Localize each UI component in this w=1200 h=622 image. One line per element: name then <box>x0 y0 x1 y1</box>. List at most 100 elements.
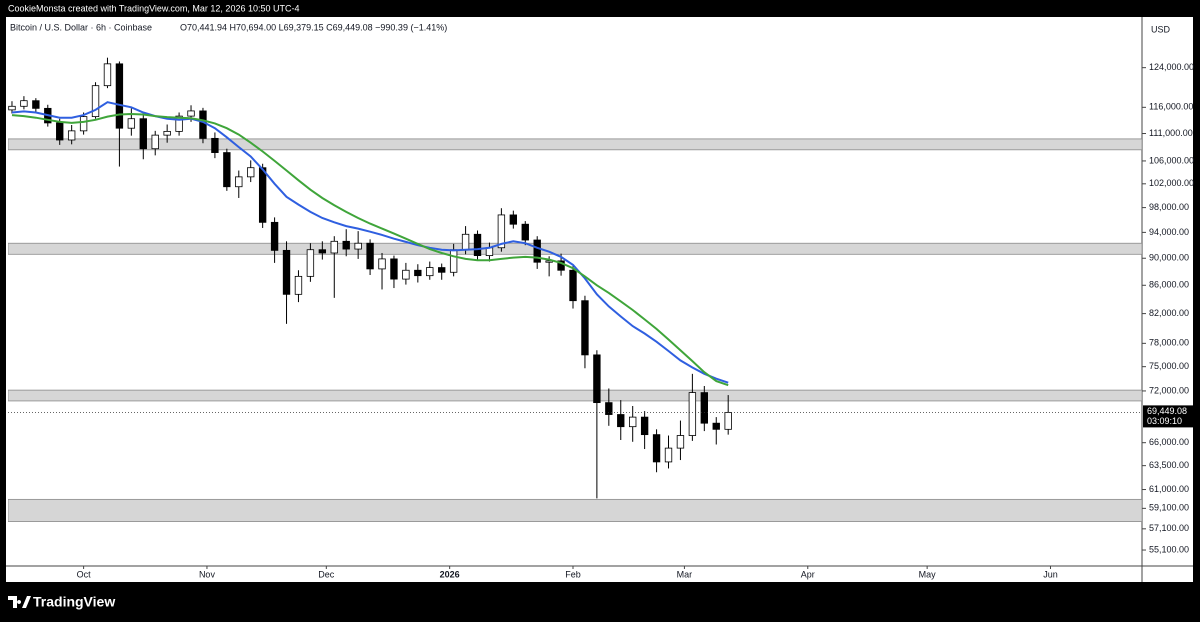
candle-body <box>8 105 16 111</box>
candle-body <box>664 447 673 463</box>
y-tick-label: 57,100.00 <box>1149 523 1189 533</box>
candle-body <box>629 416 637 428</box>
y-tick-label: 116,000.00 <box>1149 102 1193 112</box>
candle-body <box>712 422 720 430</box>
y-tick-label: 106,000.00 <box>1149 155 1194 165</box>
candle-body <box>688 392 697 436</box>
candle-body <box>438 267 446 273</box>
x-tick-label: Apr <box>801 569 815 579</box>
candle-body <box>103 63 112 87</box>
price-label: 69,449.08 <box>1147 406 1187 416</box>
y-tick-label: 102,000.00 <box>1149 178 1194 188</box>
candle-body <box>211 137 219 153</box>
candle-body <box>426 267 434 277</box>
candle-body <box>557 260 565 271</box>
candle-body <box>354 242 362 250</box>
candle-body <box>175 115 183 132</box>
ma-line <box>11 101 729 384</box>
y-tick-label: 63,500.00 <box>1149 460 1189 470</box>
x-tick-label: Mar <box>677 569 693 579</box>
zone <box>8 138 1142 151</box>
candle-body <box>235 176 243 188</box>
candle-body <box>497 214 506 249</box>
y-tick-label: 86,000.00 <box>1149 280 1189 290</box>
candle-body <box>187 110 195 117</box>
candle-body <box>366 242 374 270</box>
y-tick-label: 55,100.00 <box>1149 544 1189 554</box>
candle-body <box>91 85 100 118</box>
candle-body <box>473 233 482 257</box>
ohlc-text: O70,441.94 H70,694.00 L69,379.15 C69,449… <box>180 22 447 32</box>
candle-body <box>676 435 685 449</box>
candle-body <box>318 249 327 254</box>
symbol-title: Bitcoin / U.S. Dollar · 6h · Coinbase <box>10 22 152 32</box>
y-tick-label: 78,000.00 <box>1149 338 1189 348</box>
candle-body <box>67 130 76 141</box>
candle-body <box>521 223 529 241</box>
candle-body <box>163 130 171 136</box>
plot-area <box>8 57 1142 522</box>
y-tick-label: 98,000.00 <box>1149 202 1189 212</box>
x-tick-label: Feb <box>565 569 581 579</box>
candle-body <box>402 269 410 280</box>
y-tick-label: 82,000.00 <box>1149 308 1189 318</box>
candle-body <box>640 416 649 436</box>
candle-body <box>270 221 279 251</box>
candle-body <box>20 100 28 107</box>
x-tick-label: Nov <box>199 569 216 579</box>
candle-body <box>32 100 40 109</box>
candle-body <box>378 258 386 270</box>
y-tick-label: 66,000.00 <box>1149 437 1189 447</box>
candle-body <box>330 240 338 254</box>
candle-body <box>223 152 231 188</box>
candle-body <box>247 167 255 178</box>
candle-body <box>700 392 708 424</box>
y-tick-label: 59,100.00 <box>1149 503 1189 513</box>
candle-body <box>139 118 147 150</box>
x-tick-label: Oct <box>77 569 92 579</box>
logo-mark <box>8 596 31 608</box>
y-tick-label: 124,000.00 <box>1149 62 1194 72</box>
chart-panel <box>6 17 1193 582</box>
y-tick-label: 90,000.00 <box>1149 253 1189 263</box>
x-tick-label: Jun <box>1043 569 1058 579</box>
candle-body <box>593 354 601 404</box>
countdown: 03:09:10 <box>1147 416 1182 426</box>
candle-body <box>294 275 303 295</box>
candle-body <box>605 402 613 415</box>
x-tick-label: 2026 <box>440 569 460 579</box>
zone <box>8 498 1142 522</box>
candle-body <box>569 269 577 302</box>
brand: TradingView <box>33 594 115 610</box>
candle-body <box>127 118 136 129</box>
zone <box>8 389 1142 402</box>
candle-body <box>545 260 553 263</box>
candle-body <box>282 249 291 295</box>
candle-body <box>390 258 398 280</box>
candle-body <box>199 110 207 139</box>
x-tick-label: May <box>919 569 937 579</box>
y-tick-label: 94,000.00 <box>1149 227 1189 237</box>
candle-body <box>151 134 159 150</box>
candle-body <box>306 249 315 277</box>
candle-body <box>342 240 350 250</box>
candle-body <box>56 122 64 141</box>
credit: CookieMonsta created with TradingView.co… <box>8 3 299 13</box>
candle-body <box>724 411 732 430</box>
candle-body <box>115 63 124 129</box>
candle-body <box>258 167 267 223</box>
y-tick-label: 111,000.00 <box>1149 128 1193 138</box>
candle-body <box>449 249 458 273</box>
y-tick-label: 75,000.00 <box>1149 361 1189 371</box>
zone <box>8 242 1142 255</box>
y-tick-label: 61,000.00 <box>1149 484 1189 494</box>
candle-body <box>509 214 518 225</box>
candle-body <box>461 233 470 251</box>
candle-body <box>652 434 661 463</box>
candle-body <box>414 269 422 277</box>
candle-body <box>581 300 589 356</box>
x-tick-label: Dec <box>318 569 335 579</box>
candle-body <box>617 414 625 428</box>
